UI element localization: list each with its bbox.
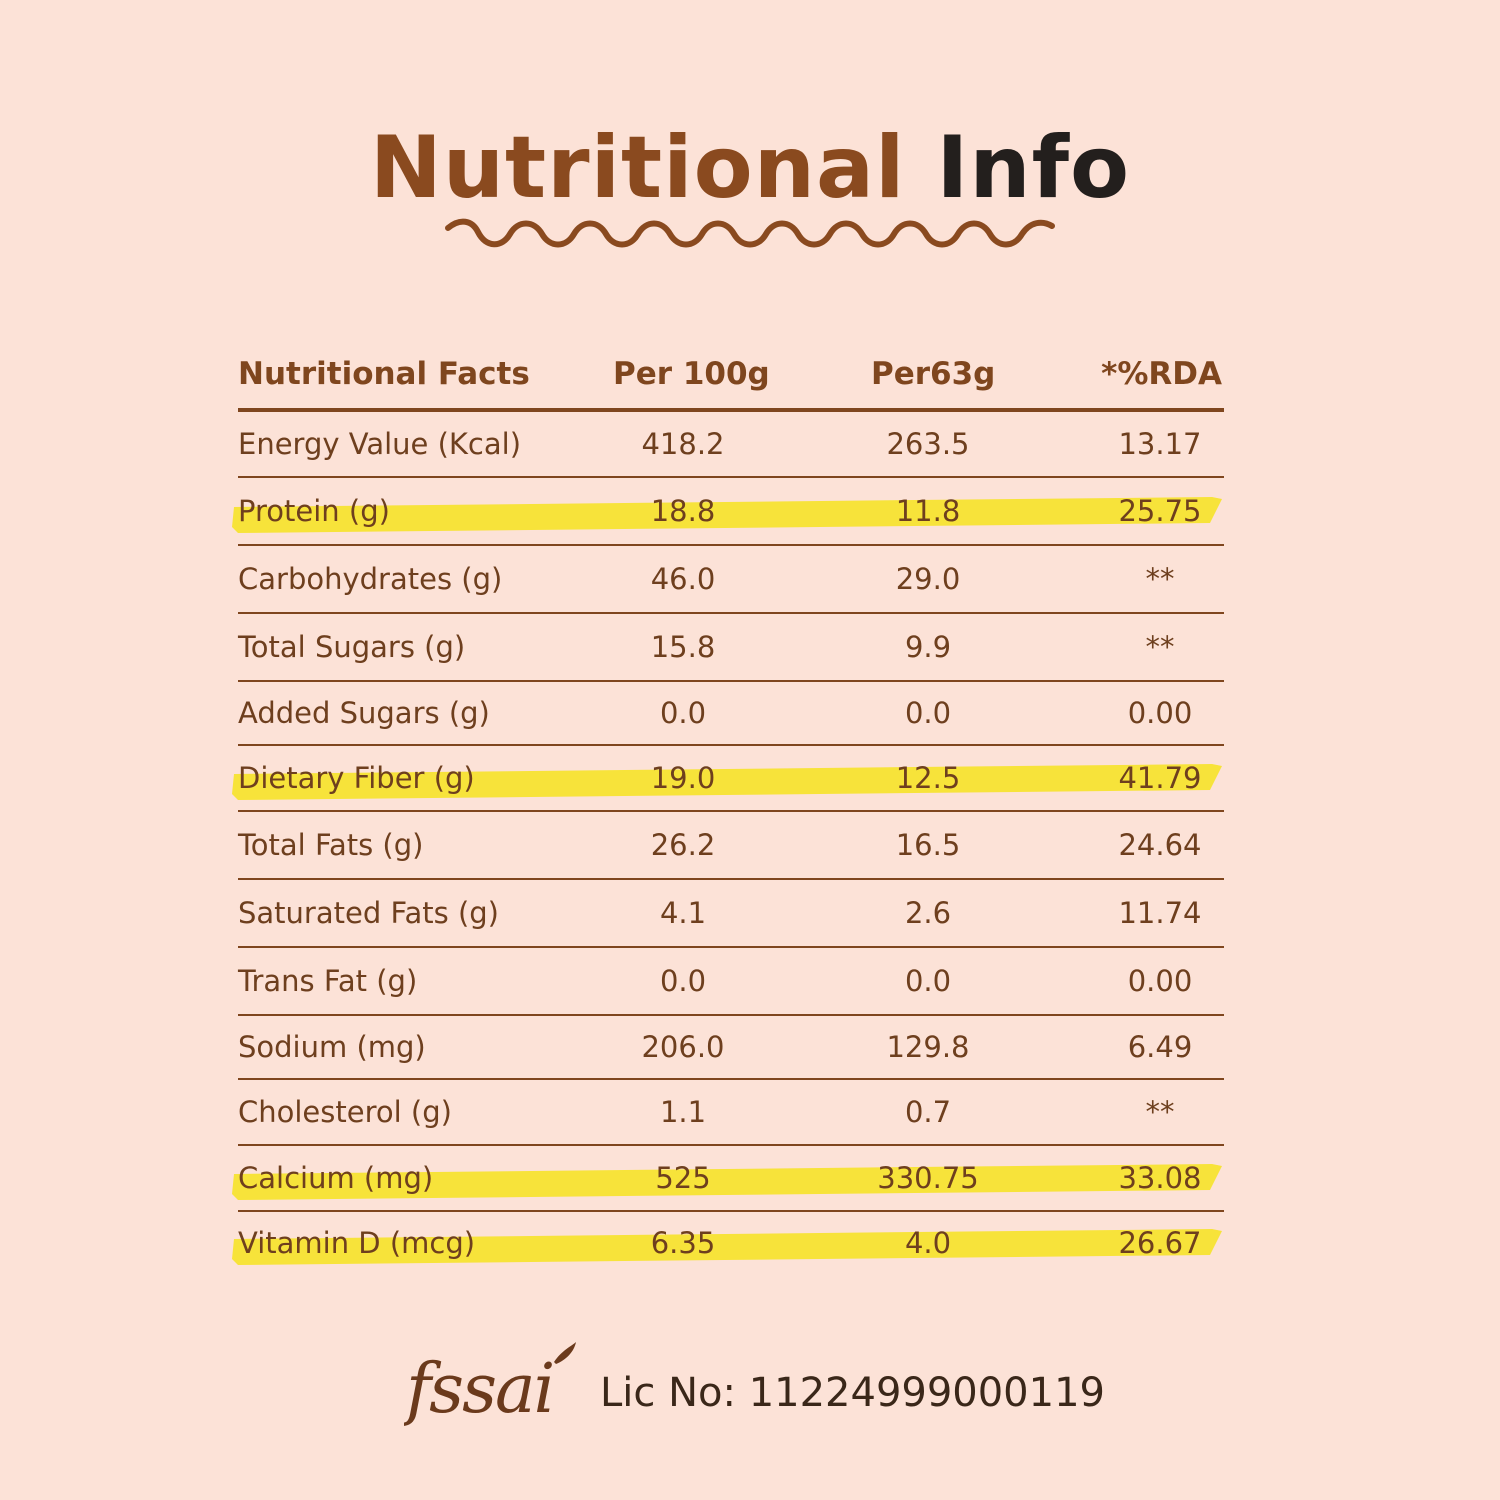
value-rda: 11.74 — [1118, 896, 1202, 930]
nutrient-name: Total Fats (g) — [238, 828, 424, 862]
column-header-rda: *%RDA — [1101, 356, 1222, 392]
table-row: Total Sugars (g) 15.8 9.9 ** — [238, 614, 1224, 682]
nutrient-name: Trans Fat (g) — [238, 964, 418, 998]
value-per-63g: 29.0 — [895, 562, 961, 596]
nutrient-name: Protein (g) — [238, 494, 390, 528]
nutrient-name: Cholesterol (g) — [238, 1095, 452, 1129]
value-rda: 24.64 — [1118, 828, 1202, 862]
value-rda: ** — [1145, 1095, 1175, 1129]
value-rda: 25.75 — [1118, 494, 1202, 528]
table-row: Added Sugars (g) 0.0 0.0 0.00 — [238, 682, 1224, 746]
value-rda: 0.00 — [1127, 696, 1193, 730]
value-per-63g: 12.5 — [895, 761, 961, 795]
value-rda: 13.17 — [1118, 427, 1202, 461]
value-per-63g: 0.0 — [904, 964, 952, 998]
wave-divider-icon — [445, 218, 1055, 248]
nutrient-name: Added Sugars (g) — [238, 696, 490, 730]
value-per-63g: 11.8 — [895, 494, 961, 528]
highlighter-mark — [232, 1229, 1222, 1265]
value-per-100g: 0.0 — [659, 964, 707, 998]
value-per-63g: 9.9 — [904, 630, 952, 664]
value-per-100g: 6.35 — [650, 1226, 716, 1260]
table-body: Energy Value (Kcal) 418.2 263.5 13.17 Protei… — [232, 412, 1224, 1274]
value-rda: 41.79 — [1118, 761, 1202, 795]
nutrient-name: Vitamin D (mcg) — [238, 1226, 476, 1260]
value-rda: ** — [1145, 630, 1175, 664]
nutrient-name: Sodium (mg) — [238, 1030, 426, 1064]
title-word-nutritional: Nutritional — [369, 118, 906, 218]
column-header-per-100g: Per 100g — [613, 356, 770, 392]
nutrient-name: Energy Value (Kcal) — [238, 427, 522, 461]
highlighter-mark — [232, 497, 1222, 533]
value-per-63g: 2.6 — [904, 896, 952, 930]
value-per-100g: 19.0 — [650, 761, 716, 795]
nutrient-name: Carbohydrates (g) — [238, 562, 503, 596]
nutrient-name: Saturated Fats (g) — [238, 896, 499, 930]
table-row: Calcium (mg) 525 330.75 33.08 — [232, 1146, 1224, 1212]
value-per-100g: 15.8 — [650, 630, 716, 664]
nutrient-name: Dietary Fiber (g) — [238, 761, 475, 795]
highlighter-mark — [232, 764, 1222, 800]
nutrient-name: Calcium (mg) — [238, 1161, 434, 1195]
value-per-63g: 16.5 — [895, 828, 961, 862]
value-per-63g: 129.8 — [886, 1030, 970, 1064]
nutrition-table: Nutritional Facts Per 100g Per63g *%RDA … — [232, 340, 1224, 1274]
value-per-100g: 418.2 — [641, 427, 725, 461]
value-per-100g: 18.8 — [650, 494, 716, 528]
value-rda: 0.00 — [1127, 964, 1193, 998]
value-rda: ** — [1145, 562, 1175, 596]
value-per-63g: 4.0 — [904, 1226, 952, 1260]
table-row: Total Fats (g) 26.2 16.5 24.64 — [238, 812, 1224, 880]
table-row: Trans Fat (g) 0.0 0.0 0.00 — [238, 948, 1224, 1016]
svg-text:fssai: fssai — [404, 1350, 553, 1429]
nutrient-name: Total Sugars (g) — [238, 630, 466, 664]
value-rda: 33.08 — [1118, 1161, 1202, 1195]
table-row: Vitamin D (mcg) 6.35 4.0 26.67 — [232, 1212, 1224, 1274]
table-row: Protein (g) 18.8 11.8 25.75 — [232, 478, 1224, 546]
page-title: Nutritional Info — [0, 118, 1500, 218]
value-per-100g: 26.2 — [650, 828, 716, 862]
table-row: Cholesterol (g) 1.1 0.7 ** — [238, 1080, 1224, 1146]
value-per-63g: 263.5 — [886, 427, 970, 461]
value-per-63g: 0.0 — [904, 696, 952, 730]
column-header-per-63g: Per63g — [871, 356, 996, 392]
highlighter-mark — [232, 1164, 1222, 1200]
value-per-100g: 4.1 — [659, 896, 707, 930]
title-word-info: Info — [936, 118, 1131, 218]
value-per-100g: 1.1 — [659, 1095, 707, 1129]
value-per-100g: 0.0 — [659, 696, 707, 730]
value-per-100g: 46.0 — [650, 562, 716, 596]
value-rda: 26.67 — [1118, 1226, 1202, 1260]
value-per-63g: 330.75 — [877, 1161, 979, 1195]
table-header-row: Nutritional Facts Per 100g Per63g *%RDA — [238, 340, 1224, 412]
fssai-logo: fssai — [404, 1342, 576, 1429]
table-row: Dietary Fiber (g) 19.0 12.5 41.79 — [232, 746, 1224, 812]
value-rda: 6.49 — [1127, 1030, 1193, 1064]
value-per-63g: 0.7 — [904, 1095, 952, 1129]
table-row: Energy Value (Kcal) 418.2 263.5 13.17 — [238, 412, 1224, 478]
column-header-nutritional-facts: Nutritional Facts — [238, 356, 530, 392]
value-per-100g: 206.0 — [641, 1030, 725, 1064]
license-number: Lic No: 11224999000119 — [600, 1370, 1105, 1416]
table-row: Sodium (mg) 206.0 129.8 6.49 — [238, 1016, 1224, 1080]
table-row: Carbohydrates (g) 46.0 29.0 ** — [238, 546, 1224, 614]
table-row: Saturated Fats (g) 4.1 2.6 11.74 — [238, 880, 1224, 948]
value-per-100g: 525 — [655, 1161, 711, 1195]
